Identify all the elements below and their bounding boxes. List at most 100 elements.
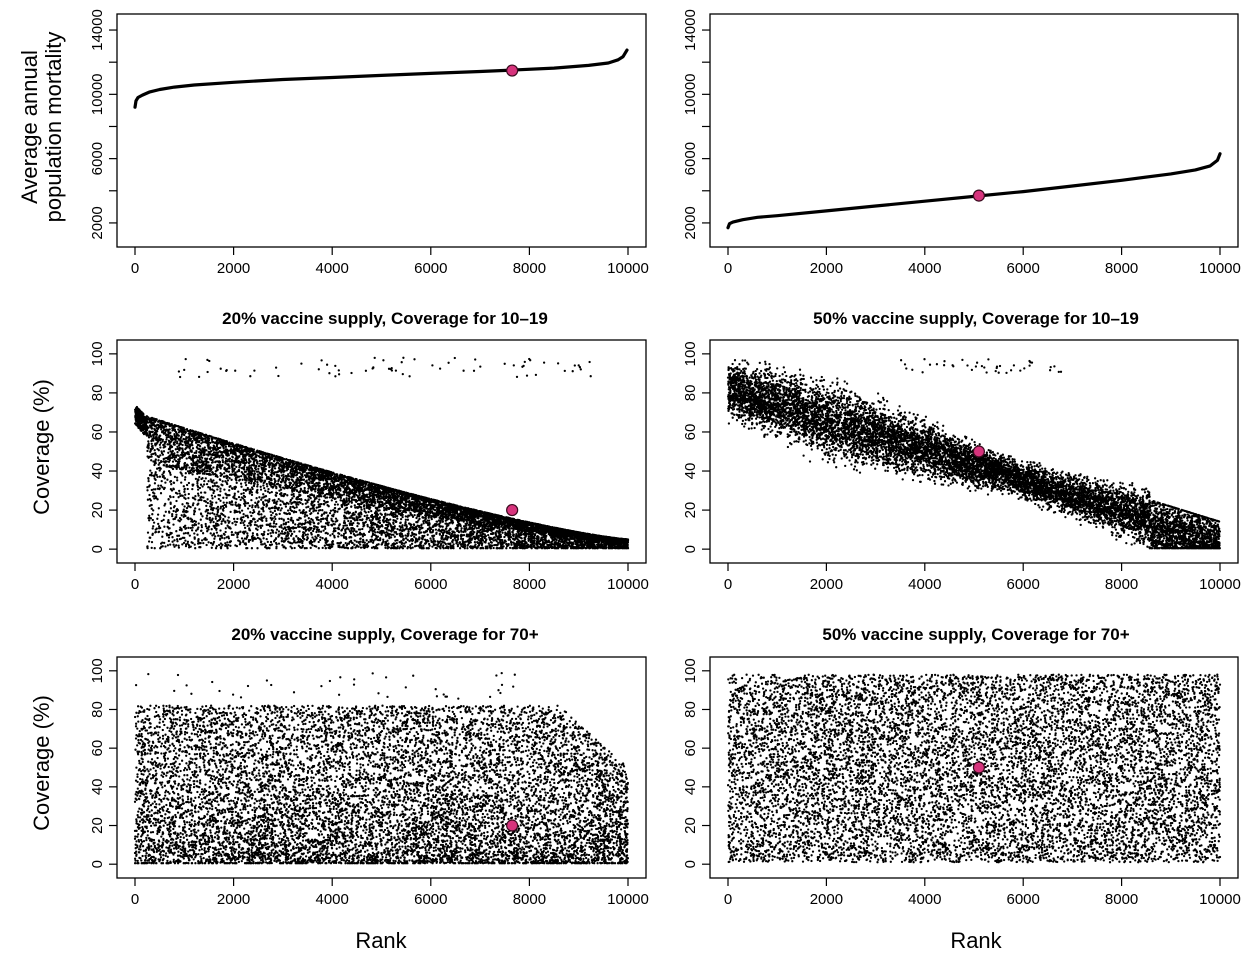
y-tick-label: 60 [89, 424, 106, 441]
y-tick-label: 80 [89, 701, 106, 718]
x-tick-label: 4000 [316, 260, 349, 277]
panel-title-cov20-70: 20% vaccine supply, Coverage for 70+ [231, 625, 538, 644]
x-tick-label: 8000 [513, 576, 546, 593]
x-tick-label: 0 [131, 891, 139, 908]
y-axis-label-mortality-line2: population mortality [41, 32, 66, 223]
x-tick-label: 4000 [316, 576, 349, 593]
plot-frame [116, 656, 647, 879]
y-axis-label-coverage-bottom: Coverage (%) [29, 695, 54, 831]
x-tick-label: 8000 [1105, 260, 1138, 277]
x-tick-label: 4000 [908, 576, 941, 593]
y-tick-label: 80 [682, 385, 699, 402]
y-tick-label: 60 [682, 424, 699, 441]
y-tick-label: 0 [682, 860, 699, 868]
x-axis-label-left: Rank [355, 928, 407, 953]
x-tick-label: 2000 [217, 260, 250, 277]
x-tick-label: 6000 [1007, 576, 1040, 593]
y-tick-label: 0 [682, 545, 699, 553]
panel-coverage-20-age-70plus: 0 2000 4000 6000 8000 10000 0 20 40 60 80 100 [89, 656, 649, 908]
scatter-points [726, 358, 1222, 550]
panel-title-cov50-1019: 50% vaccine supply, Coverage for 10–19 [813, 309, 1139, 328]
y-tick-label: 40 [89, 778, 106, 795]
x-tick-label: 4000 [316, 891, 349, 908]
y-tick-label: 40 [89, 463, 106, 480]
highlight-point [506, 819, 519, 832]
x-tick-label: 2000 [810, 260, 843, 277]
x-tick-label: 2000 [810, 576, 843, 593]
y-tick-label: 40 [682, 463, 699, 480]
y-tick-label: 100 [682, 341, 699, 366]
highlight-point [506, 503, 519, 517]
x-tick-label: 0 [724, 576, 732, 593]
y-tick-label: 10000 [89, 73, 106, 115]
x-tick-label: 0 [724, 891, 732, 908]
x-tick-label: 10000 [607, 260, 649, 277]
plot-frame [116, 13, 647, 248]
plot-frame [709, 13, 1239, 248]
x-tick-label: 8000 [1105, 891, 1138, 908]
panel-coverage-20-age-10-19: 0 2000 4000 6000 8000 10000 0 20 40 60 80 100 [89, 339, 649, 593]
panel-coverage-50-age-70plus: 0 2000 4000 6000 8000 10000 0 20 40 60 80 100 [682, 656, 1241, 908]
x-tick-label: 10000 [607, 891, 649, 908]
x-tick-label: 2000 [810, 891, 843, 908]
y-tick-label: 6000 [89, 142, 106, 175]
x-tick-label: 2000 [217, 891, 250, 908]
x-axis-label-right: Rank [950, 928, 1002, 953]
y-tick-label: 0 [89, 545, 106, 553]
highlight-point [972, 189, 986, 202]
y-tick-label: 60 [682, 740, 699, 757]
y-axis-label-mortality-line1: Average annual [17, 50, 42, 204]
x-tick-label: 10000 [1199, 260, 1241, 277]
mortality-curve [726, 152, 1222, 230]
y-tick-label: 80 [89, 385, 106, 402]
x-tick-label: 10000 [1199, 891, 1241, 908]
panel-title-cov20-1019: 20% vaccine supply, Coverage for 10–19 [222, 309, 548, 328]
x-tick-label: 6000 [1007, 891, 1040, 908]
panel-coverage-50-age-10-19: 0 2000 4000 6000 8000 10000 0 20 40 60 80 100 [682, 339, 1241, 593]
plot-frame [709, 339, 1239, 564]
scatter-points [133, 671, 630, 865]
y-tick-label: 10000 [682, 73, 699, 115]
x-tick-label: 8000 [513, 891, 546, 908]
y-tick-label: 100 [89, 658, 106, 683]
scatter-points [726, 673, 1222, 864]
plot-frame [116, 339, 647, 564]
highlight-point [972, 445, 986, 458]
x-tick-label: 4000 [908, 891, 941, 908]
x-tick-label: 6000 [414, 891, 447, 908]
mortality-curve [133, 48, 629, 109]
x-tick-label: 6000 [414, 260, 447, 277]
y-tick-label: 20 [89, 502, 106, 519]
y-tick-label: 80 [682, 701, 699, 718]
x-tick-label: 10000 [607, 576, 649, 593]
x-tick-label: 0 [131, 260, 139, 277]
y-tick-label: 0 [89, 860, 106, 868]
x-tick-label: 8000 [513, 260, 546, 277]
y-tick-label: 20 [682, 502, 699, 519]
y-tick-label: 2000 [89, 206, 106, 239]
y-tick-label: 14000 [682, 9, 699, 51]
y-tick-label: 20 [682, 817, 699, 834]
y-tick-label: 60 [89, 740, 106, 757]
highlight-point [506, 64, 519, 77]
x-tick-label: 0 [724, 260, 732, 277]
x-tick-label: 6000 [414, 576, 447, 593]
plot-frame [709, 656, 1239, 879]
y-tick-label: 2000 [682, 206, 699, 239]
x-tick-label: 8000 [1105, 576, 1138, 593]
x-tick-label: 0 [131, 576, 139, 593]
x-tick-label: 10000 [1199, 576, 1241, 593]
panel-mortality-20: 0 2000 4000 6000 8000 10000 2000 6000 10000 14000 [89, 9, 649, 277]
x-tick-label: 6000 [1007, 260, 1040, 277]
y-tick-label: 6000 [682, 142, 699, 175]
panel-mortality-50: 0 2000 4000 6000 8000 10000 2000 6000 10000 14000 [682, 9, 1241, 277]
y-tick-label: 40 [682, 778, 699, 795]
panel-title-cov50-70: 50% vaccine supply, Coverage for 70+ [822, 625, 1129, 644]
highlight-point [972, 761, 986, 774]
x-tick-label: 4000 [908, 260, 941, 277]
y-tick-label: 20 [89, 817, 106, 834]
y-tick-label: 100 [89, 341, 106, 366]
y-axis-label-coverage-middle: Coverage (%) [29, 379, 54, 515]
x-tick-label: 2000 [217, 576, 250, 593]
